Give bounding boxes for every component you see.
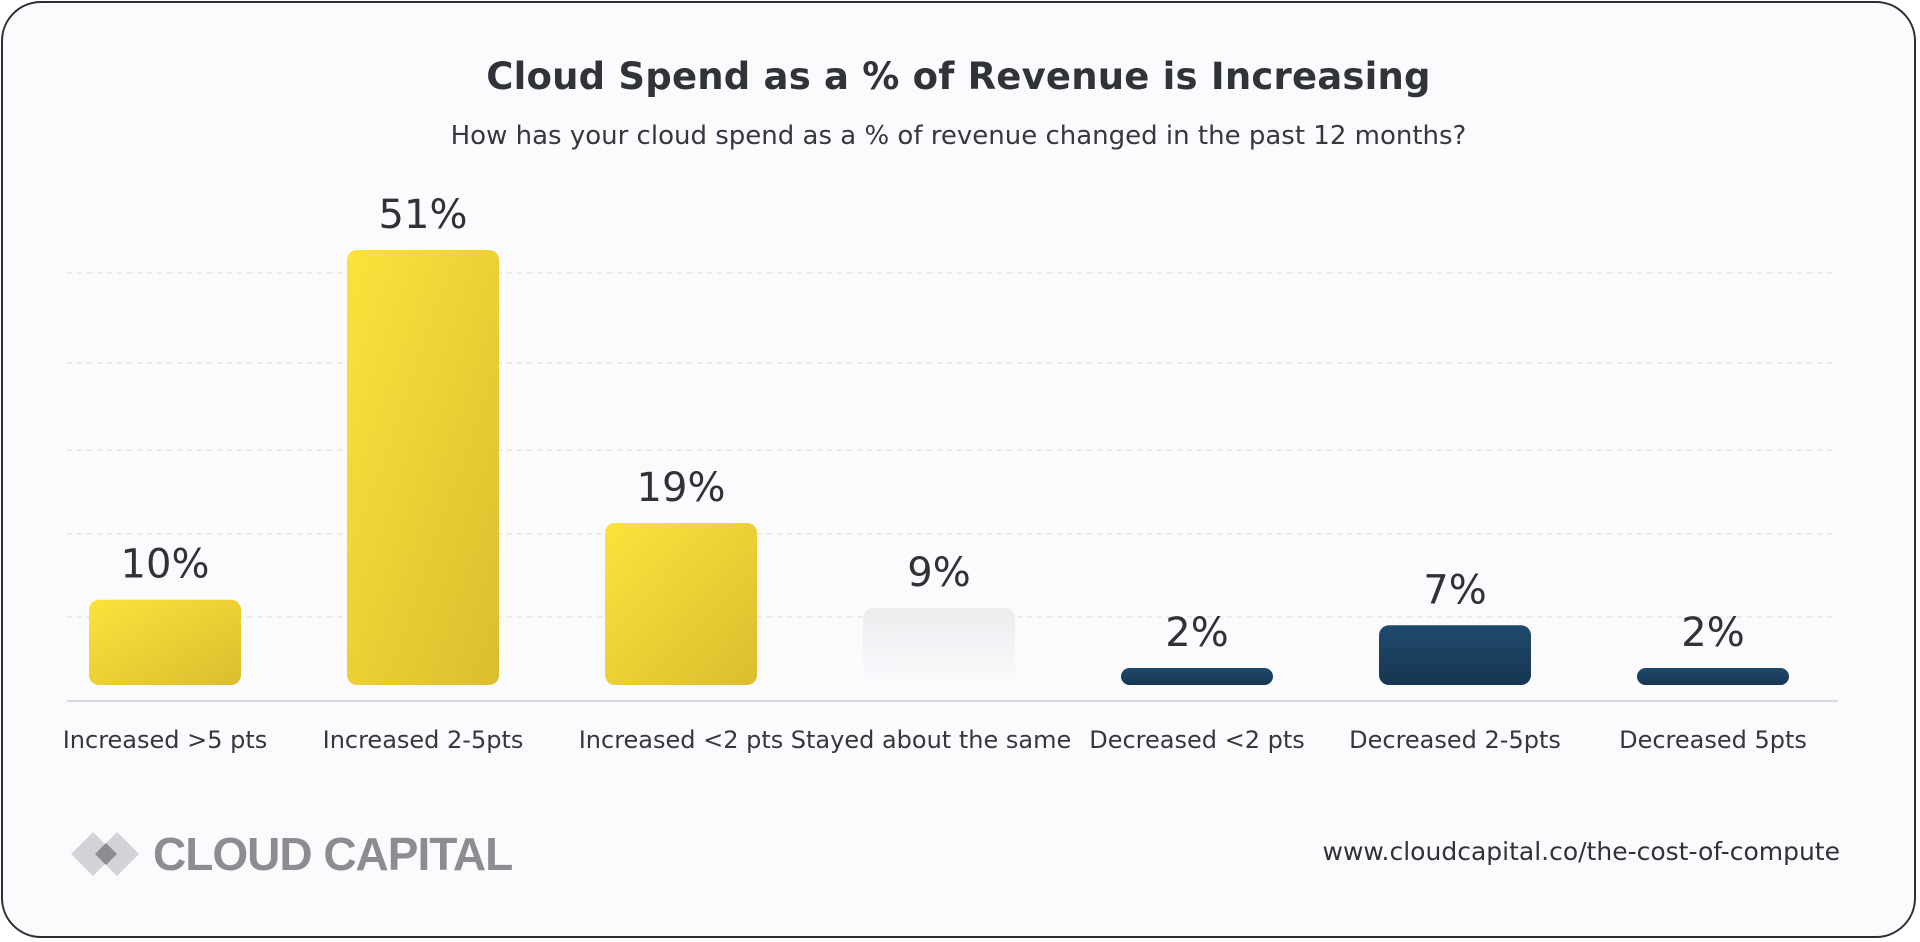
logo-wordmark: CLOUD CAPITAL <box>153 828 513 880</box>
value-label-6: 2% <box>1681 610 1744 656</box>
category-label-1: Increased 2-5pts <box>323 726 524 754</box>
bar-0 <box>89 599 241 685</box>
bar-4 <box>1121 667 1273 685</box>
cloud-capital-logo: CLOUD CAPITAL <box>71 828 513 880</box>
bar-3 <box>863 608 1015 685</box>
category-label-5: Decreased 2-5pts <box>1349 726 1561 754</box>
value-labels: 10% 51% 19% 9% 2% 7% 2% <box>121 192 1745 656</box>
gridlines <box>67 272 1838 702</box>
value-label-4: 2% <box>1165 610 1228 656</box>
category-label-0: Increased >5 pts <box>63 726 268 754</box>
category-label-2: Increased <2 pts <box>579 726 784 754</box>
bars <box>89 250 1789 685</box>
category-label-6: Decreased 5pts <box>1619 726 1807 754</box>
value-label-2: 19% <box>637 465 726 511</box>
value-label-0: 10% <box>121 542 210 588</box>
category-label-3: Stayed about the same <box>791 726 1071 754</box>
chart-subtitle: How has your cloud spend as a % of reven… <box>450 121 1467 151</box>
bar-5 <box>1379 625 1531 685</box>
bar-chart: 10%51%19%9%2%7%2% Increased >5 pts Increa… <box>63 192 1838 754</box>
source-url: www.cloudcapital.co/the-cost-of-compute <box>1322 837 1841 866</box>
value-label-1: 51% <box>379 192 468 238</box>
bar-2 <box>605 522 757 685</box>
chart-title: Cloud Spend as a % of Revenue is Increas… <box>486 55 1431 98</box>
category-label-4: Decreased <2 pts <box>1089 726 1305 754</box>
diamond-logo-icon <box>71 832 139 876</box>
value-label-5: 7% <box>1423 567 1486 613</box>
value-label-3: 9% <box>907 550 970 596</box>
category-labels: Increased >5 pts Increased 2-5pts Increase… <box>63 726 1807 754</box>
bar-6 <box>1637 667 1789 685</box>
bar-1 <box>347 250 499 685</box>
